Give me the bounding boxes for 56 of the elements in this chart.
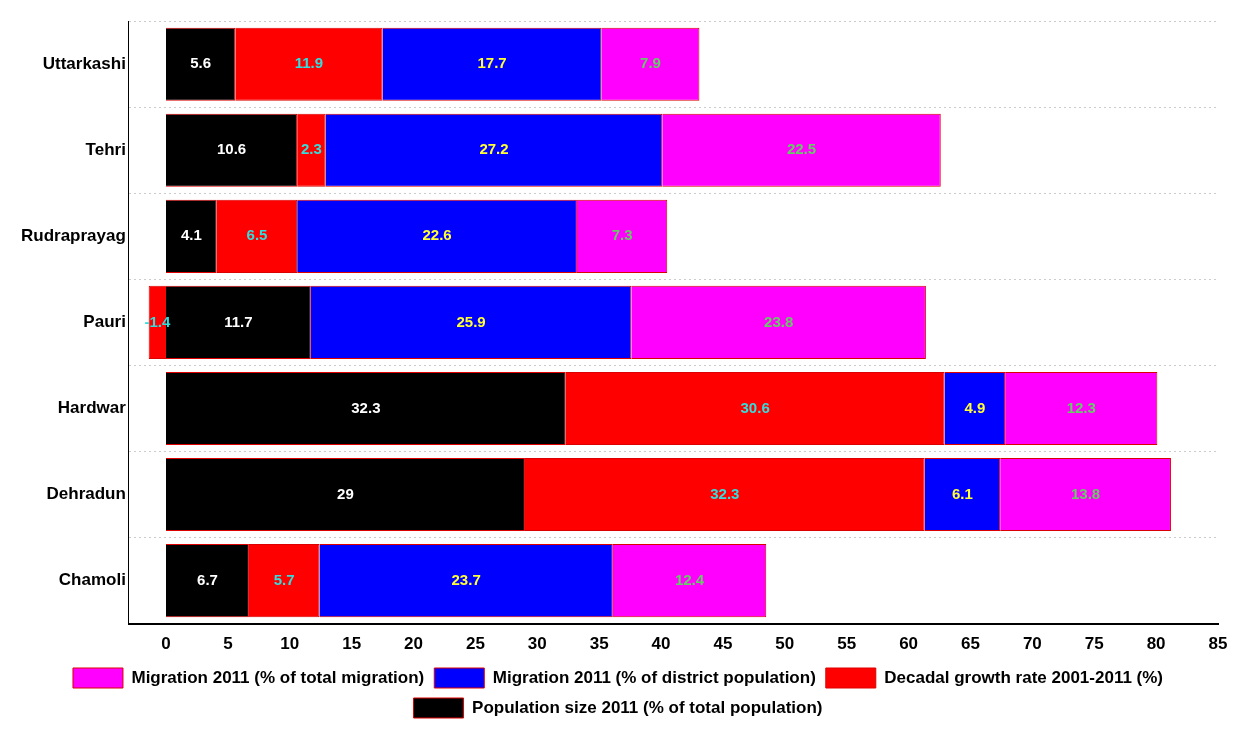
x-tick-label: 5 <box>223 634 233 654</box>
y-tick-label: Rudraprayag <box>20 226 126 246</box>
y-tick-label: Dehradun <box>46 484 126 504</box>
x-tick-label: 25 <box>465 634 485 654</box>
data-label: 11.9 <box>294 54 324 72</box>
data-label: 27.2 <box>479 140 509 158</box>
x-tick-label: 35 <box>589 634 609 654</box>
x-tick-label: 45 <box>713 634 733 654</box>
y-tick-label: Uttarkashi <box>42 53 126 73</box>
data-label: 12.3 <box>1066 398 1096 416</box>
x-tick-label: 70 <box>1022 634 1042 654</box>
data-label: 7.9 <box>640 54 661 72</box>
y-tick-label: Tehri <box>85 139 126 159</box>
legend-label: Population size 2011 (% of total population) <box>472 697 823 717</box>
data-label: 23.7 <box>451 570 481 588</box>
data-label: 6.7 <box>197 570 218 588</box>
legend-label: Migration 2011 (% of total migration) <box>131 667 425 687</box>
data-label: 7.3 <box>611 226 633 244</box>
x-tick-label: 20 <box>404 634 423 654</box>
y-tick-label: Pauri <box>83 312 126 332</box>
x-tick-label: 60 <box>899 634 919 654</box>
data-label: 4.1 <box>180 226 202 244</box>
data-label: 25.9 <box>456 312 486 330</box>
x-tick-label: 85 <box>1208 634 1228 654</box>
x-tick-label: 65 <box>961 634 980 654</box>
data-label: 32.3 <box>710 484 740 502</box>
x-tick-label: 75 <box>1084 634 1104 654</box>
legend-label: Migration 2011 (% of district population) <box>492 667 816 687</box>
x-tick-label: 10 <box>280 634 300 654</box>
legend-label: Decadal growth rate 2001-2011 (%) <box>884 667 1164 687</box>
data-label: 23.8 <box>764 312 794 330</box>
data-label: 4.9 <box>964 398 986 416</box>
data-label: 11.7 <box>224 312 253 330</box>
data-label: 22.6 <box>422 226 452 244</box>
y-tick-label: Chamoli <box>58 570 126 590</box>
data-label: 12.4 <box>674 570 705 588</box>
x-tick-label: 50 <box>775 634 795 654</box>
x-tick-label: 30 <box>527 634 547 654</box>
x-tick-label: 15 <box>342 634 362 654</box>
data-label: 5.6 <box>190 54 212 72</box>
x-tick-label: 55 <box>837 634 857 654</box>
data-label: 6.1 <box>951 484 973 502</box>
data-label: 5.7 <box>273 570 295 588</box>
data-label: 22.5 <box>786 140 817 158</box>
data-label: 10.6 <box>216 140 247 158</box>
x-tick-label: 80 <box>1146 634 1166 654</box>
data-label: 32.3 <box>351 398 381 416</box>
data-label: 6.5 <box>246 226 268 244</box>
data-label: 30.6 <box>740 398 770 416</box>
x-tick-label: 0 <box>161 634 171 654</box>
x-tick-label: 40 <box>651 634 671 654</box>
data-label: 2.3 <box>300 140 322 158</box>
y-tick-label: Hardwar <box>57 398 127 418</box>
data-label: 17.7 <box>477 54 507 72</box>
data-label: 29 <box>337 484 354 502</box>
data-label: 13.8 <box>1070 484 1101 502</box>
